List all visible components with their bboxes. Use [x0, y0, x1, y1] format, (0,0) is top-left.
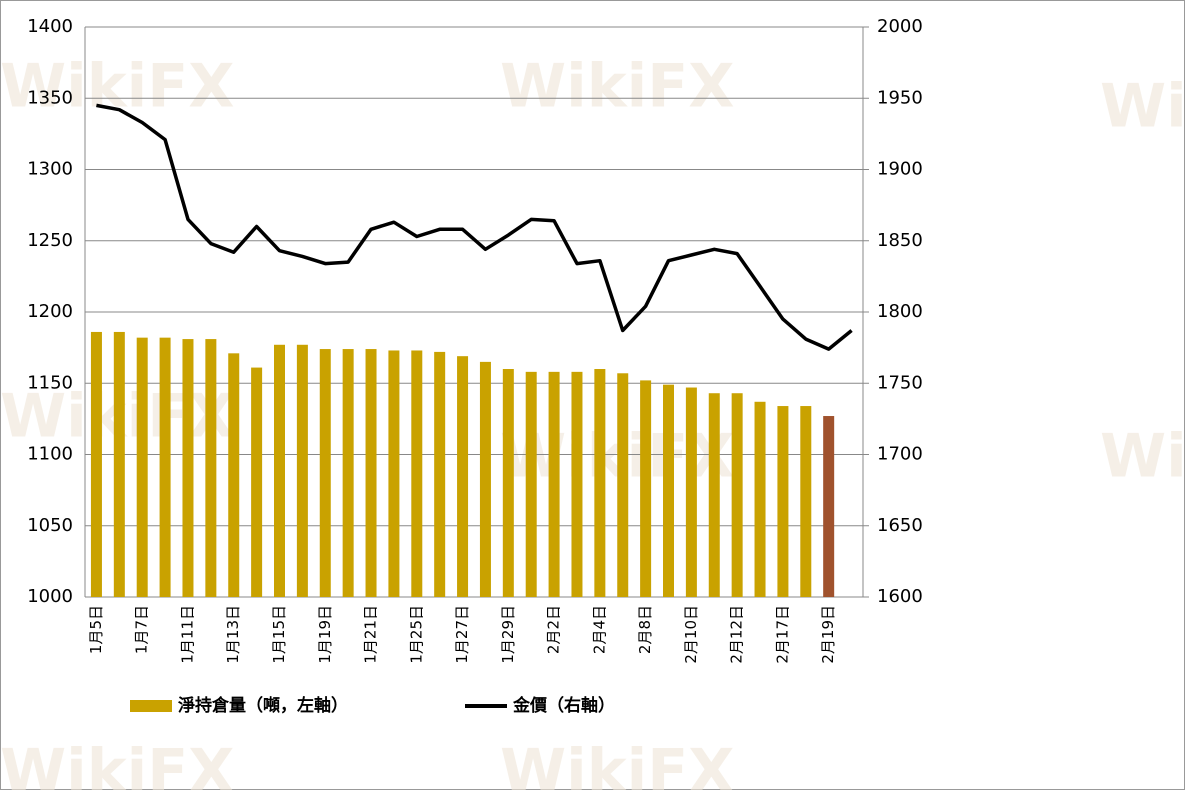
y2-tick-label: 2000: [877, 16, 923, 37]
y-tick-label: 1250: [27, 230, 73, 251]
bar: [411, 350, 423, 597]
y-tick-label: 1100: [27, 444, 73, 465]
y2-tick-label: 1950: [877, 87, 923, 108]
bar: [731, 393, 743, 597]
x-tick-label: 1月15日: [270, 605, 288, 664]
x-tick-label: 1月29日: [499, 605, 517, 664]
bar: [182, 339, 194, 597]
y-tick-label: 1200: [27, 301, 73, 322]
bar: [388, 350, 400, 597]
legend-label: 淨持倉量（噸，左軸）: [178, 695, 348, 716]
bar: [571, 371, 583, 597]
bar: [479, 361, 491, 597]
bar: [525, 371, 537, 597]
bar: [296, 344, 308, 597]
y2-tick-label: 1700: [877, 444, 923, 465]
y2-tick-label: 1900: [877, 159, 923, 180]
bar: [365, 349, 377, 597]
line: [96, 103, 853, 351]
bar: [90, 331, 102, 597]
y2-tick-label: 1650: [877, 515, 923, 536]
y-tick-label: 1350: [27, 87, 73, 108]
x-tick-label: 2月17日: [773, 605, 791, 664]
bar: [274, 344, 285, 597]
bar: [823, 416, 835, 597]
watermark: WikiFX: [1100, 72, 1185, 142]
x-tick-label: 1月19日: [316, 605, 334, 664]
watermark: WikiFX: [1100, 422, 1185, 492]
bar: [502, 369, 514, 597]
bar: [800, 406, 812, 597]
watermark: WikiFX: [0, 737, 234, 790]
y-tick-label: 1400: [27, 16, 73, 37]
bar: [663, 384, 674, 597]
bar: [228, 353, 240, 597]
x-tick-label: 2月8日: [636, 605, 654, 654]
bar: [777, 406, 789, 597]
bar: [159, 337, 171, 597]
bar: [708, 393, 720, 597]
x-tick-label: 1月13日: [224, 605, 242, 664]
bar: [342, 349, 354, 597]
y-tick-label: 1300: [27, 159, 73, 180]
bar: [136, 337, 148, 597]
bar: [754, 401, 766, 597]
y2-tick-label: 1750: [877, 372, 923, 393]
x-tick-label: 2月19日: [819, 605, 837, 664]
x-tick-label: 2月12日: [728, 605, 746, 664]
x-tick-label: 1月27日: [453, 605, 471, 664]
bar: [548, 371, 560, 597]
y2-tick-label: 1850: [877, 230, 923, 251]
x-tick-label: 1月21日: [362, 605, 380, 664]
bar: [205, 339, 217, 597]
bar: [617, 373, 629, 597]
x-tick-label: 2月10日: [682, 605, 700, 664]
watermark: WikiFX: [500, 52, 734, 122]
bar: [685, 387, 697, 597]
x-tick-label: 2月2日: [545, 605, 563, 654]
bar: [457, 356, 469, 597]
y-tick-label: 1150: [27, 372, 73, 393]
bar: [594, 369, 606, 597]
bar: [251, 367, 263, 597]
bar: [113, 331, 125, 597]
x-tick-label: 1月11日: [178, 605, 196, 664]
y2-tick-label: 1600: [877, 586, 923, 607]
x-tick-label: 1月7日: [133, 605, 151, 654]
y2-tick-label: 1800: [877, 301, 923, 322]
y-tick-label: 1050: [27, 515, 73, 536]
x-tick-label: 1月5日: [87, 605, 105, 654]
watermark: WikiFX: [500, 737, 734, 790]
bar: [434, 351, 446, 597]
x-tick-label: 1月25日: [407, 605, 425, 664]
x-tick-label: 2月4日: [590, 605, 608, 654]
bar: [319, 349, 331, 597]
bar: [640, 380, 652, 597]
legend-swatch: [130, 700, 172, 712]
legend-label: 金價（右軸）: [512, 695, 615, 716]
y-tick-label: 1000: [27, 586, 73, 607]
